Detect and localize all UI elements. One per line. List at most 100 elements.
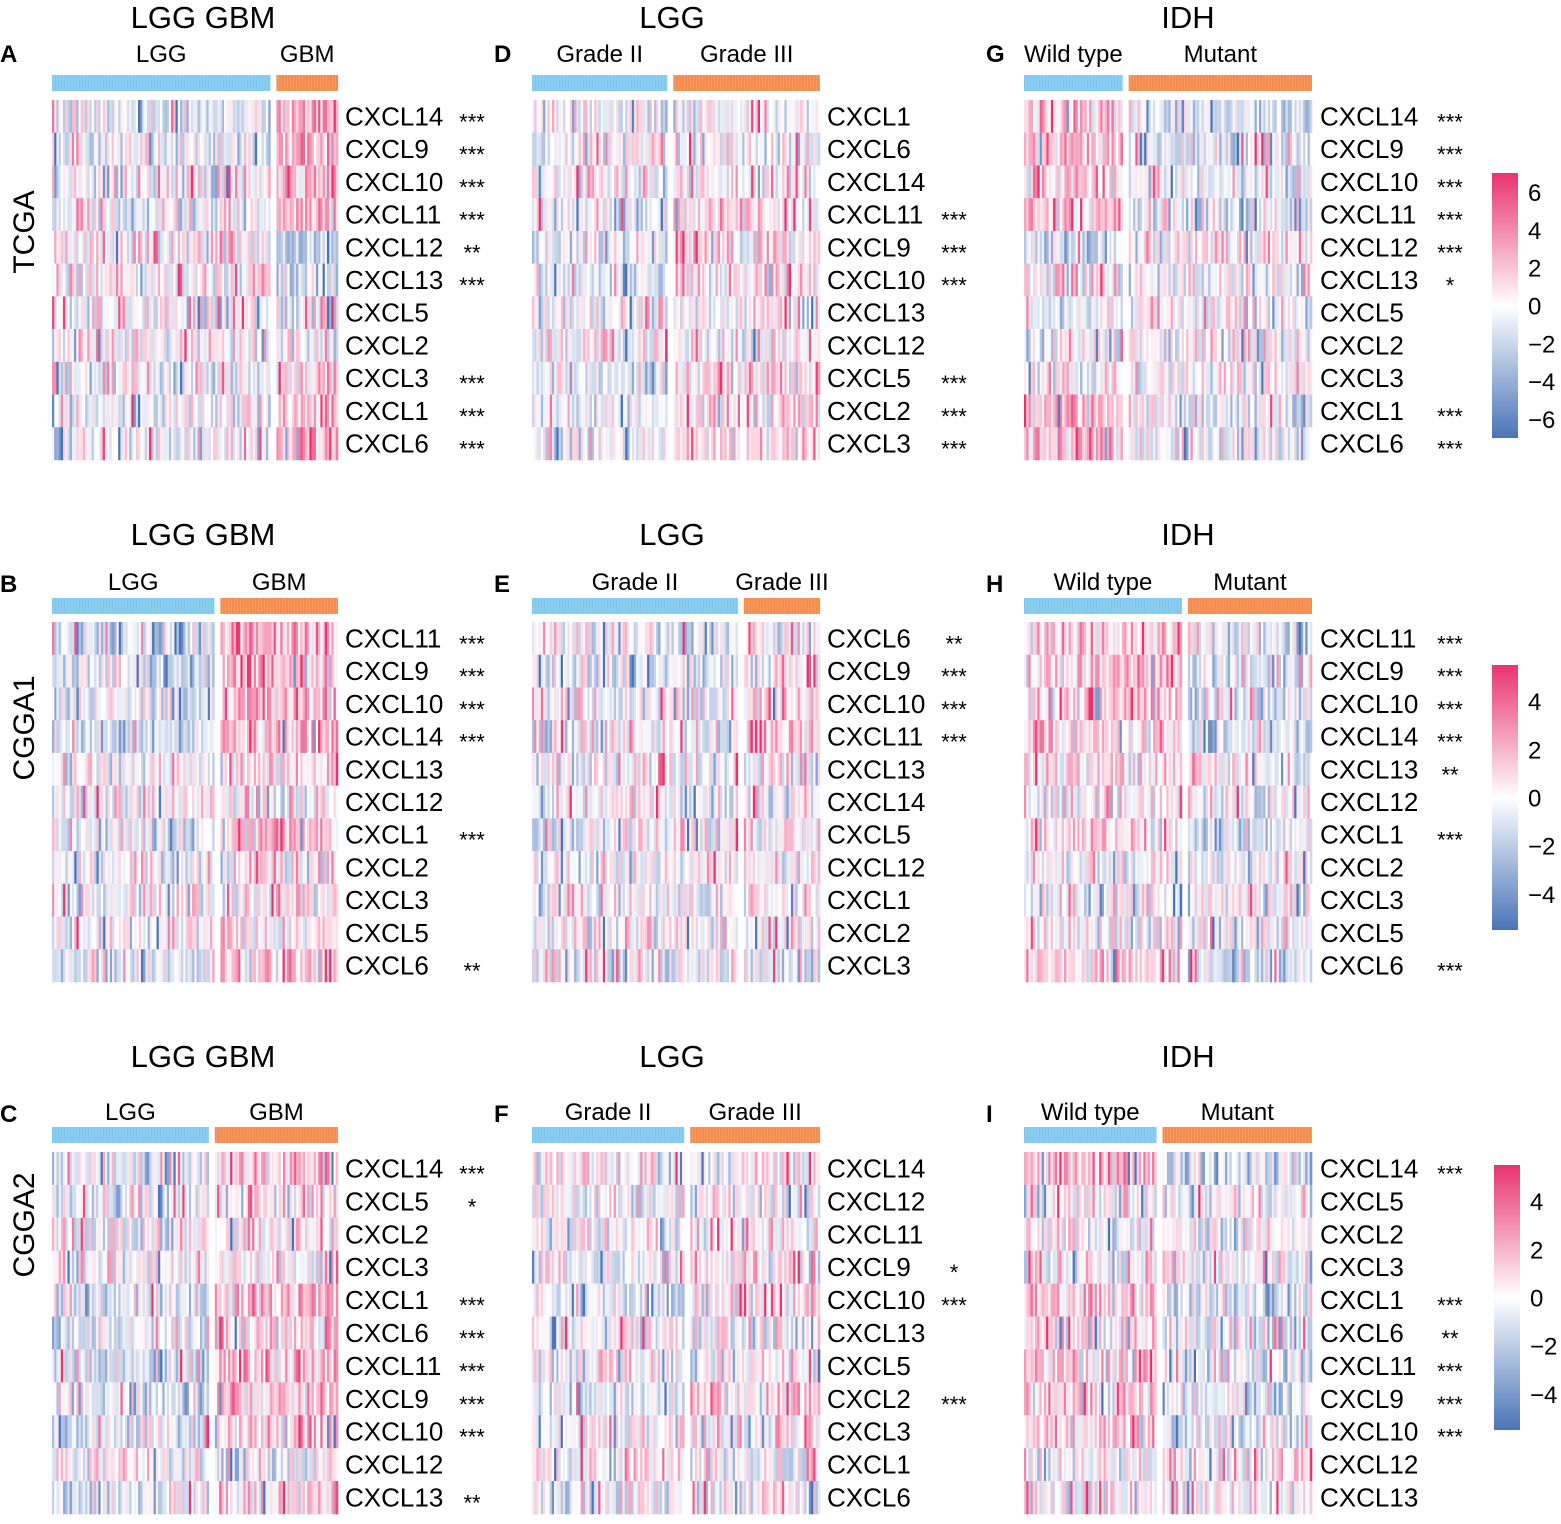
heatmap-cell <box>175 427 179 461</box>
heatmap-cell <box>731 165 734 199</box>
heatmap-cell <box>585 427 588 461</box>
heatmap-cell <box>149 296 152 330</box>
heatmap-cell <box>793 329 796 363</box>
heatmap-cell <box>181 687 184 721</box>
heatmap-cell <box>1064 100 1067 134</box>
heatmap-cell <box>1285 198 1289 232</box>
heatmap-cell <box>313 654 317 688</box>
heatmap-cell <box>142 198 145 232</box>
heatmap-cell <box>129 198 132 232</box>
heatmap-cell <box>131 198 134 232</box>
heatmap-cell <box>268 329 271 363</box>
heatmap-cell <box>52 687 55 721</box>
heatmap-cell <box>252 361 256 395</box>
heatmap-cell <box>1263 427 1266 461</box>
heatmap-cell <box>67 296 70 330</box>
heatmap-cell <box>636 100 639 134</box>
heatmap-cell <box>611 100 615 134</box>
heatmap-cell <box>720 427 723 461</box>
heatmap-cell <box>248 230 251 264</box>
heatmap-cell <box>576 263 579 297</box>
heatmap-cell <box>697 230 701 264</box>
heatmap-cell <box>708 230 712 264</box>
heatmap-cell <box>102 198 106 232</box>
heatmap-cell <box>536 361 539 395</box>
heatmap-cell <box>311 296 315 330</box>
heatmap-cell <box>532 427 535 461</box>
heatmap-cell <box>1161 296 1165 330</box>
heatmap-cell <box>1059 361 1063 395</box>
heatmap-cell <box>189 622 193 656</box>
heatmap-cell <box>654 132 657 166</box>
heatmap-cell <box>802 427 805 461</box>
heatmap-cell <box>224 654 228 688</box>
heatmap-cell <box>717 394 721 428</box>
significance-mark: ** <box>463 240 481 265</box>
heatmap-cell <box>585 263 588 297</box>
heatmap-cell <box>155 427 159 461</box>
heatmap-cell <box>786 165 790 199</box>
heatmap-cell <box>563 198 566 232</box>
heatmap-cell <box>629 394 633 428</box>
heatmap-cell <box>540 198 544 232</box>
heatmap-cell <box>183 687 186 721</box>
heatmap-cell <box>1066 394 1070 428</box>
heatmap-cell <box>786 132 790 166</box>
heatmap-cell <box>249 654 252 688</box>
heatmap-cell <box>1059 198 1063 232</box>
heatmap-cell <box>1272 329 1275 363</box>
heatmap-cell <box>802 329 805 363</box>
heatmap-cell <box>69 230 73 264</box>
heatmap-cell <box>800 427 803 461</box>
heatmap-cell <box>96 263 99 297</box>
heatmap-cell <box>786 329 790 363</box>
heatmap-cell <box>69 329 73 363</box>
heatmap-cell <box>1265 361 1269 395</box>
heatmap-cell <box>771 361 774 395</box>
heatmap-cell <box>206 165 209 199</box>
heatmap-cell <box>243 394 247 428</box>
heatmap-cell <box>1241 132 1244 166</box>
heatmap-cell <box>67 100 70 134</box>
heatmap-cell <box>259 198 262 232</box>
heatmap-cell <box>1055 427 1058 461</box>
heatmap-cell <box>1210 100 1213 134</box>
heatmap-cell <box>162 329 165 363</box>
heatmap-cell <box>1289 361 1293 395</box>
heatmap-cell <box>161 654 164 688</box>
heatmap-cell <box>104 198 108 232</box>
heatmap-cell <box>1252 165 1255 199</box>
heatmap-cell <box>105 654 108 688</box>
heatmap-cell <box>244 622 248 656</box>
heatmap-cell <box>219 361 223 395</box>
heatmap-cell <box>1223 427 1227 461</box>
heatmap-cell <box>226 198 229 232</box>
heatmap-cell <box>744 263 747 297</box>
heatmap-cell <box>1236 165 1240 199</box>
heatmap-cell <box>171 361 174 395</box>
heatmap-cell <box>243 100 247 134</box>
heatmap-cell <box>289 427 293 461</box>
heatmap-cell <box>547 329 551 363</box>
gene-label-cxcl1: CXCL1 <box>1320 396 1404 426</box>
heatmap-cell <box>631 296 635 330</box>
heatmap-cell <box>1137 198 1141 232</box>
heatmap-cell <box>124 165 128 199</box>
heatmap-cell <box>152 622 155 656</box>
heatmap-cell <box>162 427 165 461</box>
heatmap-cell <box>212 687 215 721</box>
heatmap-cell <box>186 427 190 461</box>
heatmap-cell <box>1199 198 1202 232</box>
heatmap-cell <box>71 296 75 330</box>
heatmap-cell <box>1250 230 1253 264</box>
heatmap-cell <box>808 263 812 297</box>
heatmap-cell <box>1243 230 1247 264</box>
heatmap-cell <box>100 198 104 232</box>
heatmap-cell <box>638 263 642 297</box>
heatmap-cell <box>1294 230 1297 264</box>
heatmap-cell <box>665 100 668 134</box>
gene-label-cxcl2: CXCL2 <box>1320 330 1404 360</box>
heatmap-cell <box>1283 198 1286 232</box>
heatmap-cell <box>76 198 79 232</box>
heatmap-cell <box>248 263 251 297</box>
